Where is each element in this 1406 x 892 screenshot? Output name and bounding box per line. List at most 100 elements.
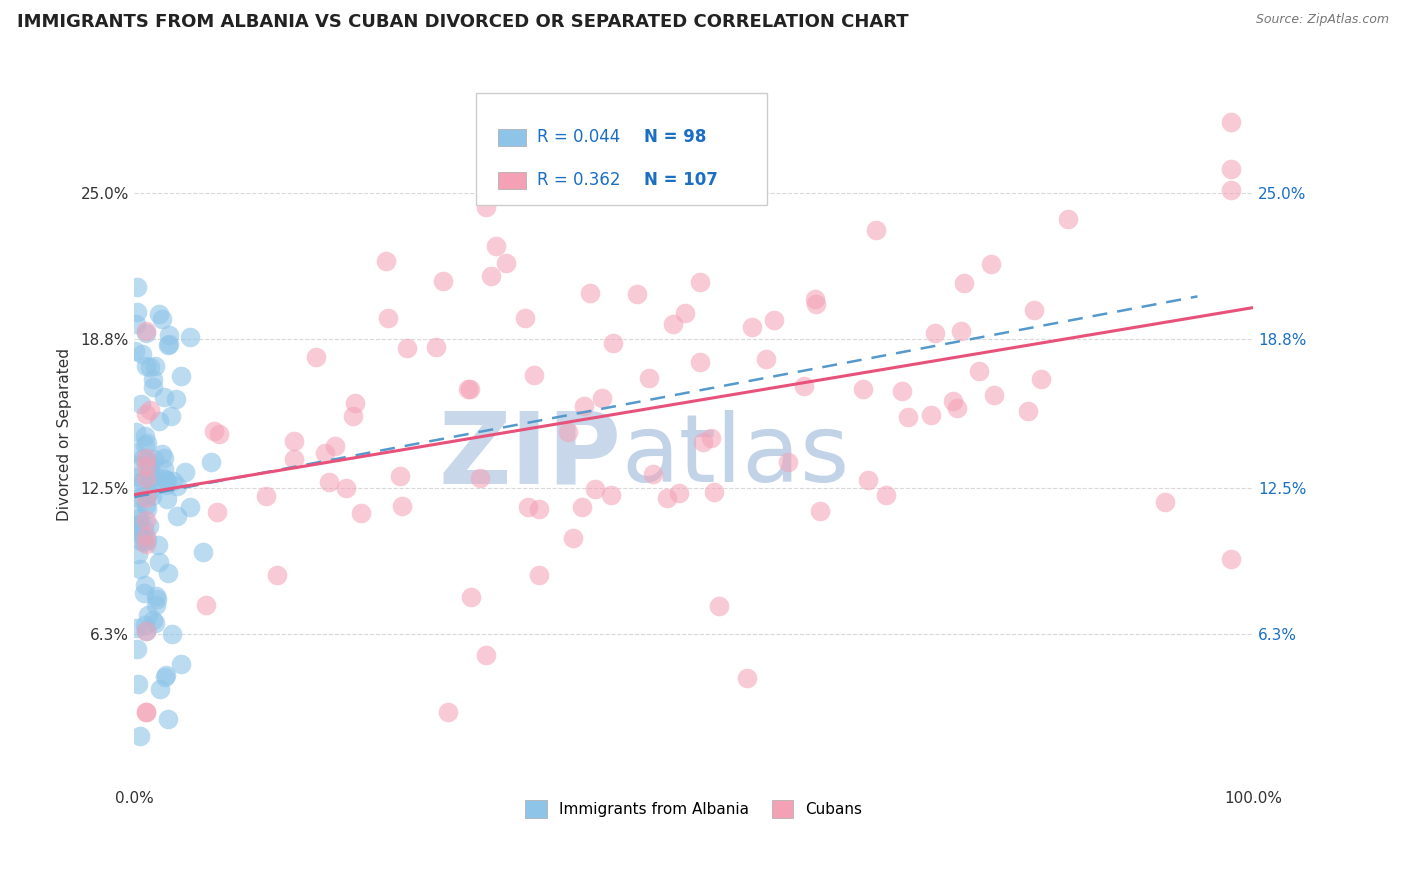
Point [157, 327, 180, 342]
Text: ZIP: ZIP [439, 407, 621, 504]
FancyBboxPatch shape [498, 171, 526, 189]
Point [516, 500, 538, 514]
Point [138, 485, 160, 500]
Point [479, 269, 502, 284]
Point [191, 545, 214, 559]
Point [139, 475, 162, 489]
Point [166, 509, 188, 524]
Point [136, 436, 159, 450]
Point [318, 475, 340, 489]
Point [136, 486, 159, 500]
Point [804, 296, 827, 310]
Point [200, 454, 222, 468]
Point [602, 336, 624, 351]
Point [942, 393, 965, 408]
Text: Source: ZipAtlas.com: Source: ZipAtlas.com [1256, 13, 1389, 27]
Point [283, 452, 305, 467]
Point [897, 409, 920, 424]
Point [946, 401, 969, 415]
Point [142, 613, 165, 627]
Point [458, 382, 481, 396]
Point [852, 382, 875, 396]
Point [134, 438, 156, 452]
Point [495, 256, 517, 270]
Point [967, 364, 990, 378]
Text: N = 98: N = 98 [644, 128, 706, 146]
Point [166, 479, 188, 493]
Point [283, 434, 305, 448]
Point [437, 705, 460, 719]
Point [145, 589, 167, 603]
Point [146, 538, 169, 552]
Point [160, 627, 183, 641]
Point [157, 338, 180, 352]
Point [135, 325, 157, 339]
Point [124, 343, 146, 358]
Point [141, 489, 163, 503]
Text: R = 0.044: R = 0.044 [537, 128, 620, 146]
Point [124, 445, 146, 459]
Point [139, 472, 162, 486]
Point [129, 397, 152, 411]
Point [949, 324, 972, 338]
Point [143, 359, 166, 374]
Point [875, 488, 897, 502]
Point [578, 285, 600, 300]
Point [142, 452, 165, 467]
Point [980, 257, 1002, 271]
Point [527, 502, 550, 516]
Point [655, 491, 678, 505]
Point [342, 409, 364, 424]
Point [131, 347, 153, 361]
Point [146, 592, 169, 607]
Point [529, 568, 551, 582]
Point [156, 474, 179, 488]
Point [953, 276, 976, 290]
Point [460, 590, 482, 604]
Point [125, 518, 148, 533]
Point [127, 547, 149, 561]
Point [156, 712, 179, 726]
Point [485, 239, 508, 253]
Point [1154, 495, 1177, 509]
Point [920, 408, 942, 422]
Point [125, 425, 148, 439]
Point [179, 500, 201, 515]
Text: R = 0.362: R = 0.362 [537, 171, 621, 189]
Point [148, 307, 170, 321]
Point [572, 400, 595, 414]
Point [557, 425, 579, 439]
Point [135, 451, 157, 466]
Point [562, 531, 585, 545]
Point [474, 648, 496, 662]
Point [135, 499, 157, 513]
Point [377, 311, 399, 326]
FancyBboxPatch shape [475, 94, 766, 205]
Point [643, 467, 665, 481]
Point [202, 424, 225, 438]
Point [155, 668, 177, 682]
Point [138, 403, 160, 417]
Point [170, 369, 193, 384]
Point [170, 657, 193, 671]
Point [391, 499, 413, 513]
Point [148, 414, 170, 428]
Point [135, 624, 157, 638]
Point [135, 491, 157, 505]
Point [132, 535, 155, 549]
Point [135, 359, 157, 374]
Point [475, 200, 498, 214]
Point [127, 458, 149, 472]
Point [139, 359, 162, 374]
Point [470, 470, 492, 484]
Point [145, 615, 167, 630]
Point [432, 274, 454, 288]
Point [856, 474, 879, 488]
Point [591, 391, 613, 405]
Point [135, 705, 157, 719]
Point [136, 533, 159, 547]
Point [135, 455, 157, 469]
Point [155, 473, 177, 487]
Point [457, 382, 479, 396]
Point [127, 304, 149, 318]
